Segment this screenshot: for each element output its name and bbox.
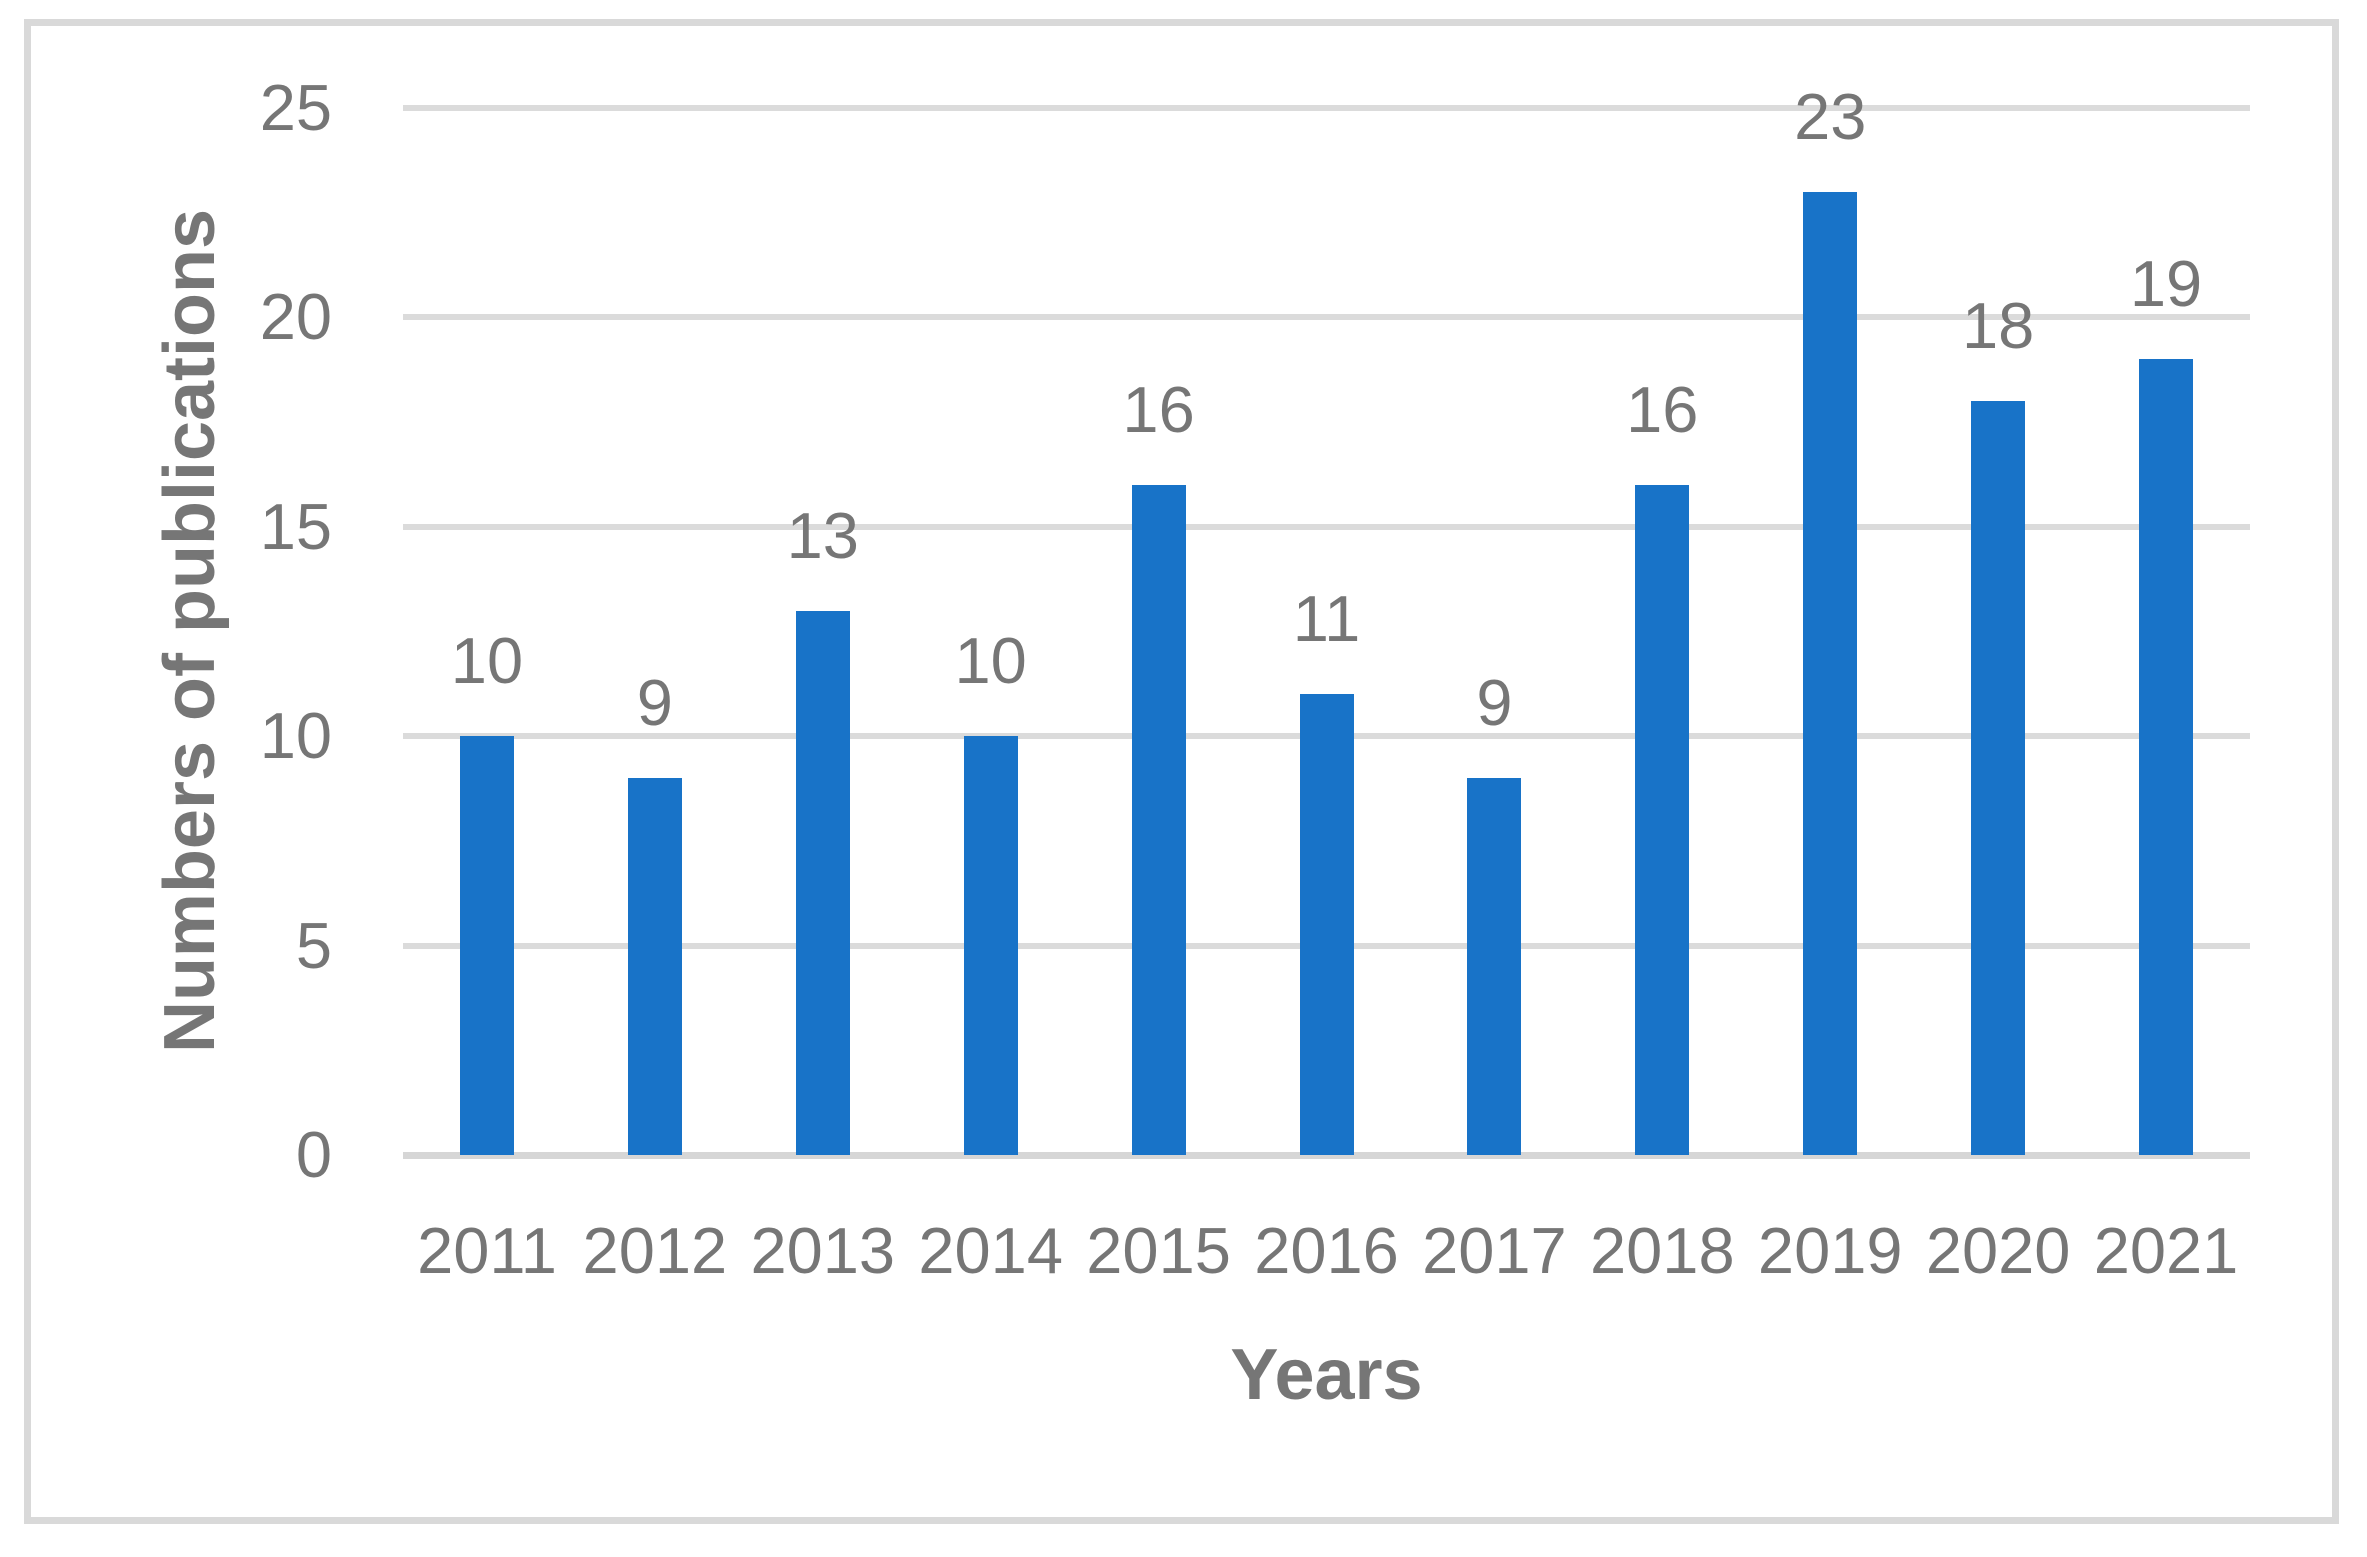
x-tick-label: 2019 [1757, 1214, 1903, 1287]
bar-value-label: 9 [636, 666, 673, 740]
bar-value-label: 18 [1961, 289, 2035, 363]
bar [1971, 401, 2026, 1155]
figure-border [24, 19, 2339, 1524]
y-tick-label: 20 [259, 280, 332, 354]
bar [1467, 778, 1522, 1155]
x-axis-title: Years [1230, 1335, 1423, 1415]
gridline [403, 523, 2250, 530]
y-tick-label: 15 [259, 489, 332, 563]
gridline [403, 105, 2250, 111]
bar [2139, 359, 2194, 1155]
bar [1131, 484, 1186, 1155]
bar-value-label: 11 [1292, 582, 1361, 656]
x-tick-label: 2013 [750, 1214, 896, 1287]
bar [795, 610, 850, 1155]
bar [1635, 484, 1690, 1155]
x-tick-label: 2012 [582, 1214, 728, 1287]
x-tick-label: 2016 [1254, 1214, 1399, 1287]
y-tick-label: 10 [259, 699, 332, 773]
bar-value-label: 10 [450, 624, 524, 698]
bar-value-label: 16 [1626, 372, 1699, 446]
y-axis-title: Numbers of publications [150, 208, 230, 1054]
x-tick-label: 2018 [1590, 1214, 1735, 1287]
x-tick-label: 2014 [918, 1214, 1063, 1287]
bar-value-label: 9 [1476, 666, 1513, 740]
bar [1803, 191, 1858, 1155]
bar [963, 736, 1018, 1155]
bar [459, 736, 514, 1155]
x-tick-label: 2011 [417, 1214, 557, 1287]
bar-value-label: 19 [2129, 247, 2203, 321]
x-tick-label: 2021 [2093, 1214, 2239, 1287]
y-tick-label: 25 [259, 71, 332, 144]
bar-value-label: 23 [1794, 79, 1867, 153]
x-tick-label: 2017 [1422, 1214, 1567, 1287]
y-tick-label: 0 [295, 1118, 332, 1191]
bar-value-label: 10 [954, 624, 1027, 698]
bar [627, 778, 682, 1155]
bar-value-label: 16 [1122, 372, 1195, 446]
bar [1299, 694, 1354, 1155]
x-tick-label: 2020 [1925, 1214, 2071, 1287]
bar-value-label: 13 [786, 498, 859, 572]
y-tick-label: 5 [295, 908, 332, 982]
x-axis-line [403, 1151, 2250, 1159]
x-tick-label: 2015 [1086, 1214, 1231, 1287]
plot-area: 10 9 13 10 16 11 9 16 23 18 19 [403, 83, 2250, 1159]
gridline [403, 314, 2250, 321]
